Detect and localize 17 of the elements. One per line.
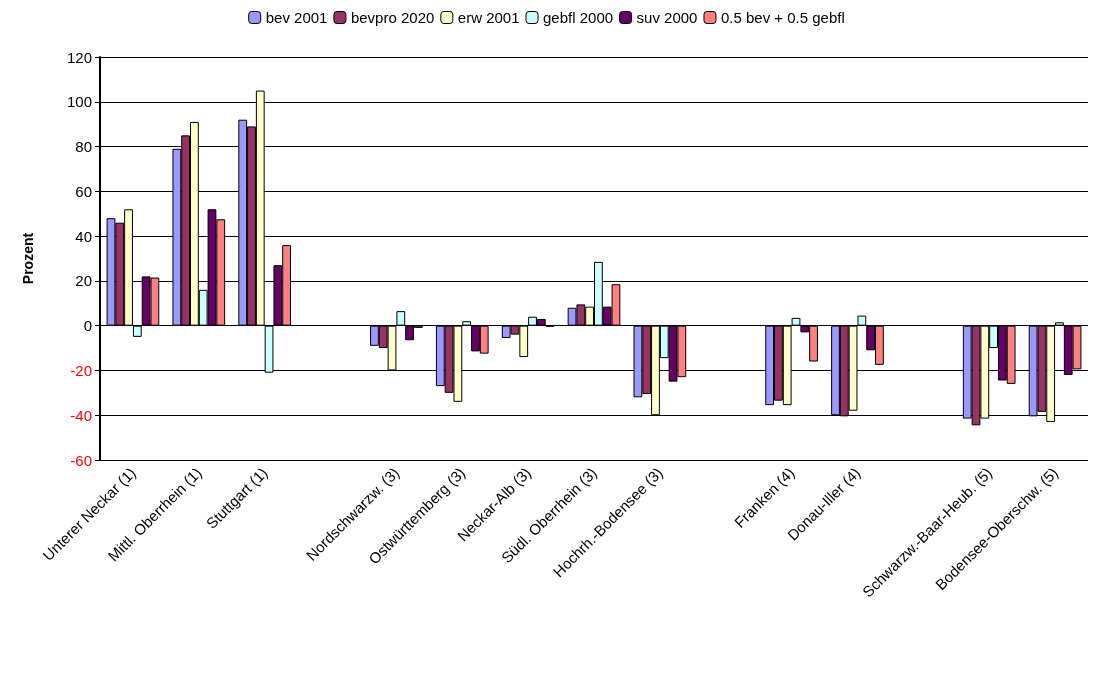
y-tick-label: 60	[75, 182, 92, 200]
y-tick-label: 100	[66, 93, 92, 111]
legend-label: bevpro 2020	[350, 9, 435, 26]
y-tick-label: 20	[75, 272, 92, 290]
y-tick-label: -60	[70, 451, 92, 469]
y-tick-label: 0	[83, 317, 92, 335]
legend-label: suv 2000	[636, 9, 698, 26]
y-tick-label: 40	[75, 227, 92, 245]
legend-label: erw 2001	[457, 9, 520, 26]
y-tick-label: 120	[66, 48, 92, 66]
legend-label: 0.5 bev + 0.5 gebfl	[720, 9, 845, 26]
legend-label: bev 2001	[265, 9, 328, 26]
y-tick-label: 80	[75, 138, 92, 156]
y-tick-label: -20	[70, 361, 92, 379]
legend-label: gebfl 2000	[543, 9, 614, 26]
y-axis-title: Prozent	[20, 232, 36, 285]
y-tick-label: -40	[70, 406, 92, 424]
